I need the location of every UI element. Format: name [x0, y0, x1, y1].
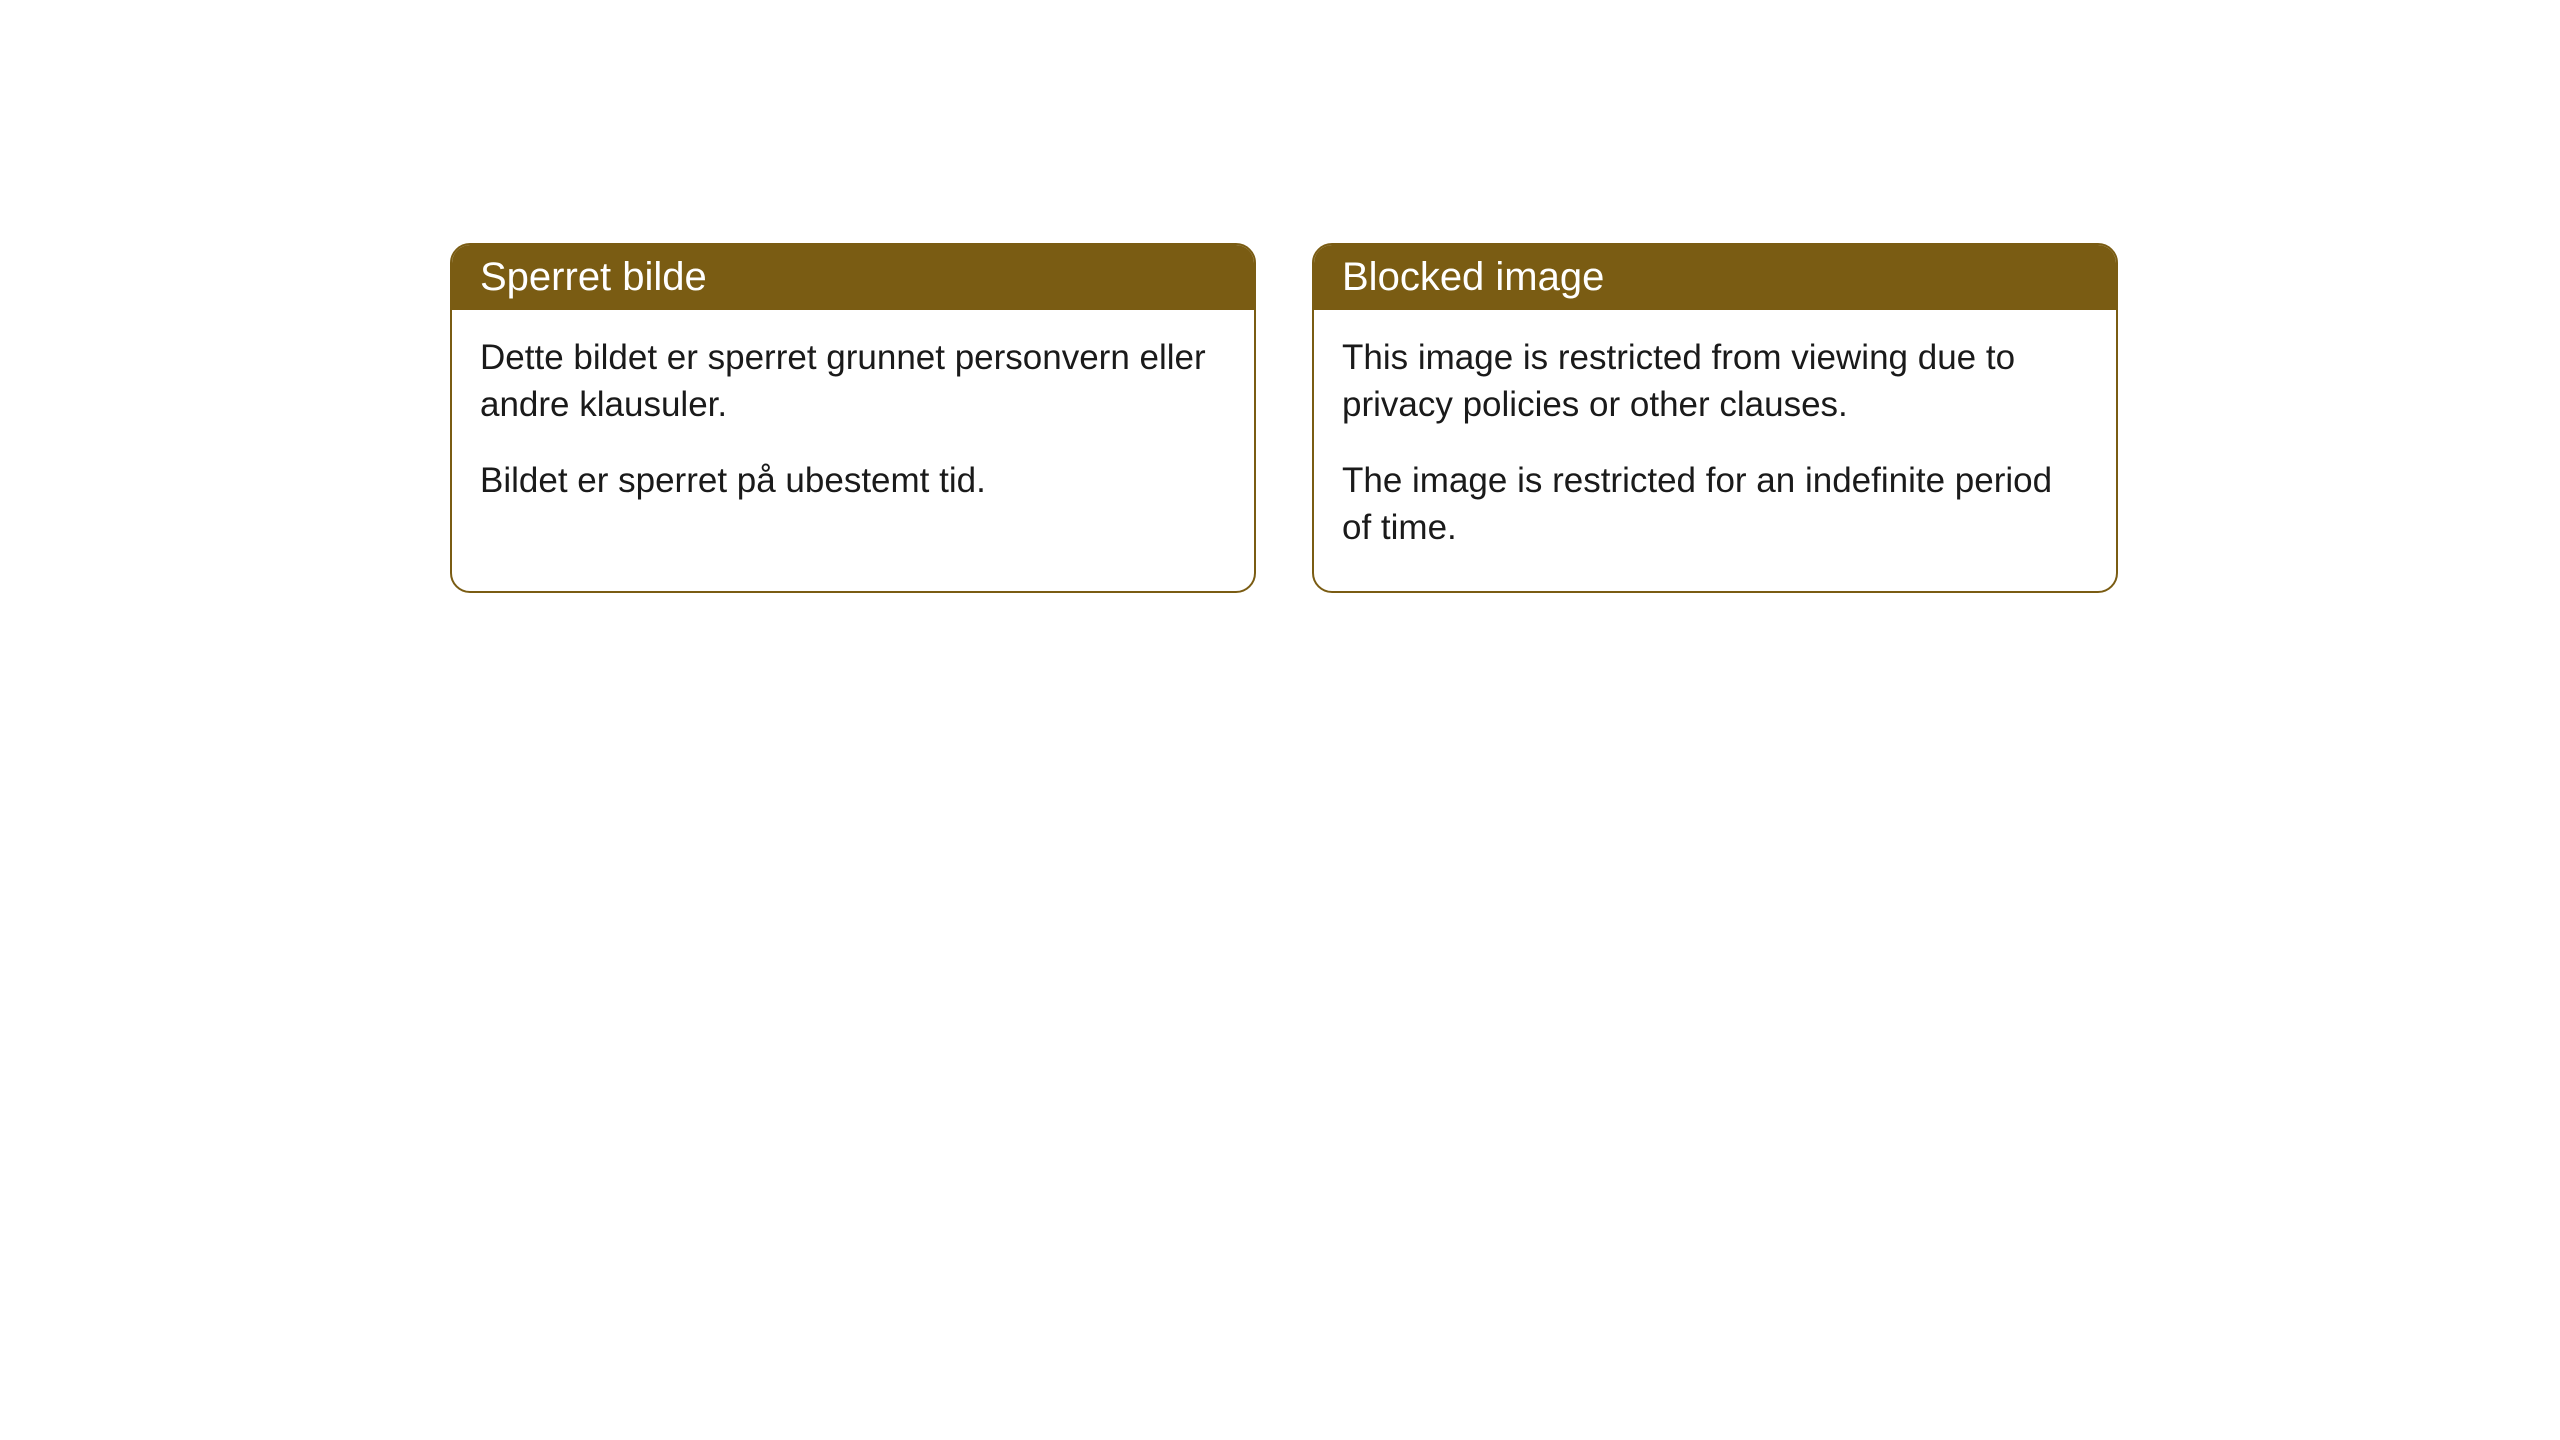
card-paragraph-1: Dette bildet er sperret grunnet personve…: [480, 334, 1226, 429]
card-header: Sperret bilde: [452, 245, 1254, 310]
notice-cards-container: Sperret bilde Dette bildet er sperret gr…: [450, 243, 2118, 593]
blocked-image-card-en: Blocked image This image is restricted f…: [1312, 243, 2118, 593]
card-header: Blocked image: [1314, 245, 2116, 310]
card-title: Sperret bilde: [480, 255, 707, 299]
card-body: This image is restricted from viewing du…: [1314, 310, 2116, 591]
card-paragraph-2: The image is restricted for an indefinit…: [1342, 457, 2088, 552]
card-paragraph-2: Bildet er sperret på ubestemt tid.: [480, 457, 1226, 504]
card-body: Dette bildet er sperret grunnet personve…: [452, 310, 1254, 544]
card-paragraph-1: This image is restricted from viewing du…: [1342, 334, 2088, 429]
blocked-image-card-no: Sperret bilde Dette bildet er sperret gr…: [450, 243, 1256, 593]
card-title: Blocked image: [1342, 255, 1604, 299]
